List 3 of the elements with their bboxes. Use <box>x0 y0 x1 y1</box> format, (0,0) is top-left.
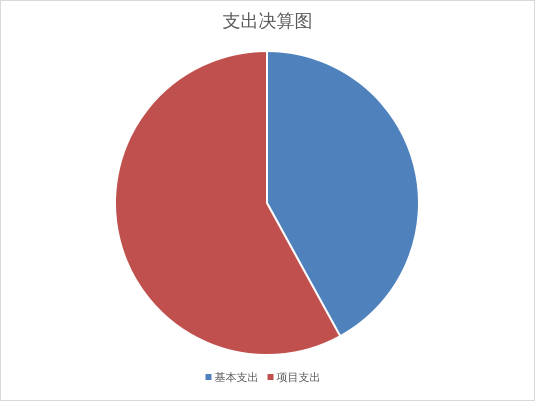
legend-label: 项目支出 <box>276 371 320 384</box>
chart-title: 支出决算图 <box>222 11 312 32</box>
legend-label: 基本支出 <box>214 371 258 384</box>
